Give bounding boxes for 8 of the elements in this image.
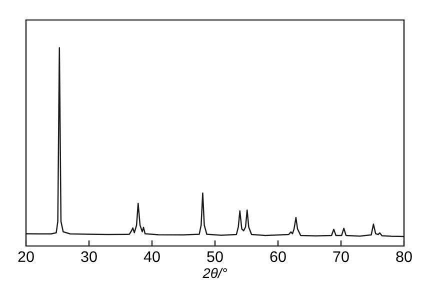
x-tick-label: 20	[18, 251, 34, 262]
x-tick-label: 50	[207, 251, 223, 262]
x-axis-title: 2θ/°	[202, 268, 228, 278]
x-tick-label: 40	[144, 251, 160, 262]
x-tick-label: 80	[396, 251, 412, 262]
x-tick-label: 70	[333, 251, 349, 262]
x-tick-label: 30	[81, 251, 97, 262]
x-tick-label: 60	[270, 251, 286, 262]
